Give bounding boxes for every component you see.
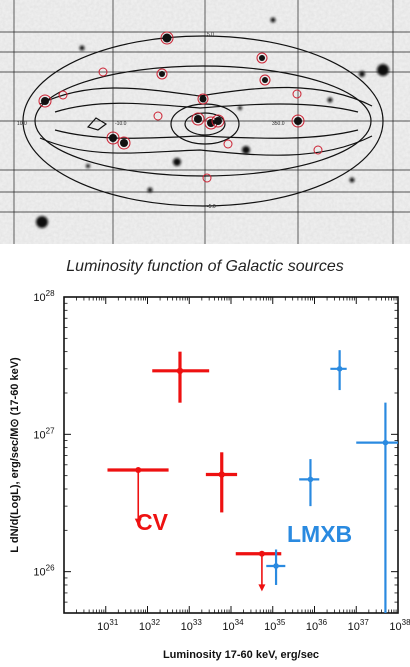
point-marker [273, 563, 279, 569]
x-tick-label: 1038 [389, 618, 410, 633]
y-tick-label: 1028 [33, 289, 55, 304]
surface-brightness-contours [22, 35, 384, 207]
grid-label: 10.0 [17, 121, 27, 127]
x-tick-label: 1035 [264, 618, 286, 633]
upper-limit-arrow [258, 584, 266, 592]
x-tick-label: 1031 [97, 618, 119, 633]
plot-frame [63, 296, 399, 614]
grid-label: -10.0 [115, 121, 127, 127]
x-ray-sources [36, 17, 389, 228]
y-tick-label: 1026 [33, 564, 55, 579]
data-point-cv [235, 550, 282, 592]
upper-limit-arrow [134, 518, 142, 526]
x-tick-label: 1033 [181, 618, 203, 633]
data-point-lmxb [266, 549, 286, 585]
y-tick-label: 1027 [33, 426, 55, 441]
x-tick-label: 1034 [222, 618, 244, 633]
point-marker [135, 466, 142, 473]
point-marker [336, 366, 343, 372]
point-marker [382, 439, 389, 446]
grid-label: 5.0 [207, 32, 214, 38]
grid-label: -5.0 [207, 204, 216, 210]
series-label-lmxb: LMXB [287, 521, 352, 547]
x-tick-label: 1036 [306, 618, 328, 633]
x-axis-label: Luminosity 17-60 keV, erg/sec [163, 649, 319, 661]
data-point-cv [107, 466, 169, 526]
data-point-lmxb [356, 402, 398, 613]
point-marker [307, 476, 314, 483]
chart-title: Luminosity function of Galactic sources [66, 258, 344, 275]
sky-map-image: 10.0 -10.0 350.0 5.0 -5.0 [0, 0, 410, 244]
data-point-cv [205, 452, 238, 513]
data-point-lmxb [330, 350, 347, 391]
point-marker [176, 367, 184, 375]
series-label-cv: CV [136, 509, 169, 535]
point-marker [218, 471, 225, 478]
x-tick-label: 1037 [348, 618, 370, 633]
y-axis-label: L dN/d(LogL), erg/sec/M⊙ (17-60 keV) [9, 357, 21, 553]
grid-label: 350.0 [272, 121, 285, 127]
x-tick-label: 1032 [139, 618, 161, 633]
luminosity-chart: 1031 1032 1033 1034 1035 1036 1037 1038 1026 1027… [9, 289, 410, 661]
point-marker [258, 550, 265, 557]
data-point-cv [152, 351, 210, 403]
data-point-lmxb [299, 459, 320, 507]
